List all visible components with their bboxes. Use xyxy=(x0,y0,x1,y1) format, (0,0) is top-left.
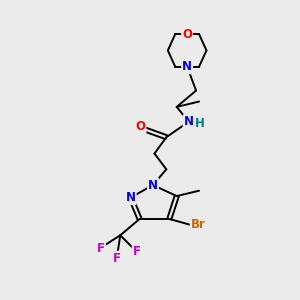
Text: N: N xyxy=(182,60,192,73)
Text: N: N xyxy=(148,178,158,192)
Text: N: N xyxy=(184,115,194,128)
Text: F: F xyxy=(133,244,141,258)
Text: O: O xyxy=(182,28,192,40)
Text: O: O xyxy=(136,120,146,133)
Text: Br: Br xyxy=(191,218,206,231)
Text: F: F xyxy=(113,252,121,265)
Text: N: N xyxy=(126,191,136,204)
Text: H: H xyxy=(195,117,205,130)
Text: F: F xyxy=(97,242,105,255)
